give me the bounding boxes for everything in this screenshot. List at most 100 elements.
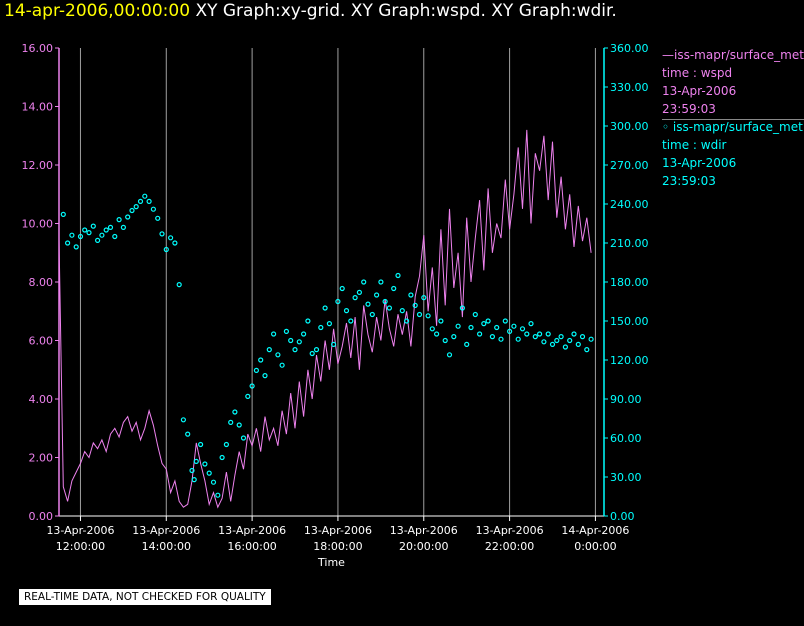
- wdir-point: [253, 367, 259, 373]
- wdir-point: [219, 454, 225, 461]
- wdir-point: [326, 321, 332, 327]
- wdir-point: [99, 232, 105, 238]
- wdir-point: [502, 318, 508, 324]
- right-tick-label: 210.00: [610, 237, 649, 250]
- right-tick-label: 30.00: [610, 471, 642, 484]
- wdir-point: [318, 324, 324, 331]
- wdir-point: [129, 207, 135, 214]
- wdir-point: [206, 470, 212, 476]
- wdir-point: [146, 198, 152, 204]
- wdir-point: [163, 246, 169, 253]
- legend-wdir-series: ◦ iss-mapr/surface_met: [662, 118, 804, 136]
- wdir-point: [236, 422, 242, 428]
- legend-separator: [662, 119, 804, 120]
- wdir-point: [215, 492, 221, 498]
- wdir-point: [567, 337, 573, 344]
- wdir-point: [528, 321, 534, 327]
- wdir-point: [545, 331, 551, 337]
- legend-wspd-time: 23:59:03: [662, 102, 716, 116]
- wdir-point: [507, 328, 513, 334]
- x-tick-label-time: 14:00:00: [142, 540, 191, 553]
- x-tick-label-date: 14-Apr-2006: [561, 524, 629, 537]
- wdir-point: [313, 347, 320, 353]
- right-tick-label: 120.00: [610, 354, 649, 367]
- right-tick-label: 60.00: [610, 432, 642, 445]
- wdir-point: [489, 334, 495, 340]
- x-tick-label-date: 13-Apr-2006: [46, 524, 114, 537]
- left-tick-label: 0.00: [29, 510, 54, 523]
- wdir-point: [292, 347, 298, 353]
- left-tick-label: 6.00: [29, 335, 54, 348]
- wdir-point: [584, 347, 590, 353]
- wdir-point: [549, 341, 556, 347]
- wdir-point: [369, 311, 375, 318]
- wdir-point: [378, 279, 384, 285]
- wdir-point: [296, 339, 302, 345]
- wdir-point: [120, 224, 127, 230]
- wdir-point: [575, 341, 581, 347]
- wdir-point: [112, 233, 118, 240]
- wdir-point: [64, 240, 71, 246]
- wdir-point: [301, 331, 307, 337]
- wdir-point: [532, 334, 538, 340]
- title-bar: 14-apr-2006,00:00:00 XY Graph:xy-grid. X…: [4, 0, 617, 22]
- wdir-point: [86, 230, 92, 236]
- left-tick-label: 10.00: [22, 218, 54, 231]
- left-tick-label: 16.00: [22, 42, 54, 55]
- wdir-point: [412, 302, 418, 308]
- x-tick-label-date: 13-Apr-2006: [218, 524, 286, 537]
- legend-wdir-date: 13-Apr-2006: [662, 156, 737, 170]
- wdir-point: [90, 223, 96, 229]
- legend-wspd-series: —iss-mapr/surface_met: [662, 46, 804, 64]
- wdir-point: [404, 318, 410, 324]
- wdir-point: [524, 331, 530, 337]
- x-tick-label-date: 13-Apr-2006: [390, 524, 458, 537]
- right-tick-label: 180.00: [610, 276, 649, 289]
- wdir-point: [361, 279, 367, 285]
- x-tick-label-time: 12:00:00: [56, 540, 105, 553]
- wdir-point: [519, 326, 526, 332]
- title-graphs: XY Graph:xy-grid. XY Graph:wspd. XY Grap…: [195, 1, 617, 21]
- left-tick-label: 14.00: [22, 101, 54, 114]
- axis-layer: [55, 47, 608, 521]
- wdir-point: [60, 211, 66, 217]
- right-tick-label: 360.00: [610, 42, 649, 55]
- quality-notice: REAL-TIME DATA, NOT CHECKED FOR QUALITY: [19, 589, 271, 605]
- wdir-point: [331, 341, 337, 347]
- wdir-point: [266, 347, 272, 353]
- wdir-point: [429, 326, 435, 332]
- wdir-point: [116, 217, 122, 223]
- wdir-point: [446, 352, 453, 358]
- wdir-point: [228, 419, 234, 425]
- right-tick-label: 90.00: [610, 393, 642, 406]
- wdir-point: [275, 352, 281, 358]
- wdir-point: [485, 318, 491, 324]
- wdir-point: [399, 308, 405, 314]
- legend-wdir-series-name: iss-mapr/surface_met: [672, 120, 803, 134]
- legend-wspd-series-name: iss-mapr/surface_met: [674, 48, 804, 62]
- x-tick-label-time: 0:00:00: [574, 540, 616, 553]
- wdir-point: [472, 311, 478, 318]
- wdir-point: [198, 441, 204, 448]
- left-tick-label: 8.00: [29, 276, 54, 289]
- wdir-point: [223, 441, 229, 448]
- series-layer: [58, 129, 594, 509]
- wdir-point: [464, 341, 470, 347]
- right-tick-label: 240.00: [610, 198, 649, 211]
- wdir-point: [348, 318, 354, 324]
- x-tick-label-time: 18:00:00: [313, 540, 362, 553]
- left-tick-label: 12.00: [22, 159, 54, 172]
- wdir-point: [515, 336, 521, 342]
- wspd-series-line: [58, 129, 592, 509]
- wdir-point: [459, 305, 465, 311]
- wdir-point: [185, 431, 191, 437]
- wdir-point: [258, 357, 264, 363]
- wdir-point: [69, 232, 75, 238]
- wdir-point: [477, 331, 483, 337]
- right-tick-label: 150.00: [610, 315, 649, 328]
- wdir-point: [558, 334, 564, 340]
- wdir-point: [137, 198, 144, 204]
- wdir-point: [193, 458, 199, 464]
- wdir-point: [451, 334, 457, 340]
